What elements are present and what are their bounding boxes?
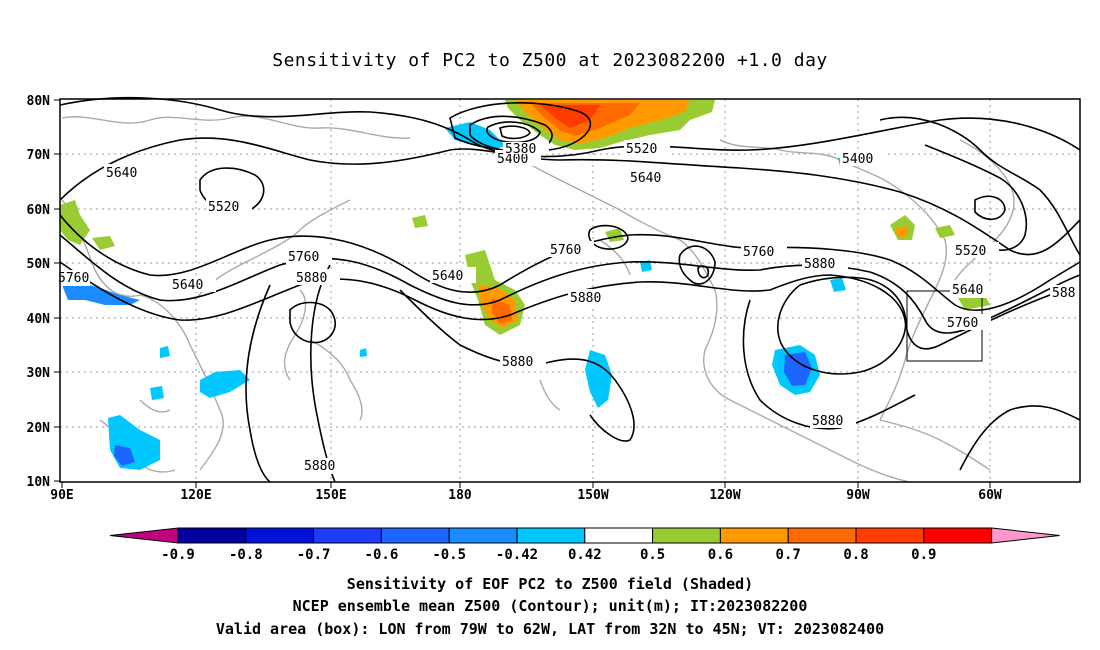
colorbar-segment (380, 527, 450, 544)
sensitivity-shading (60, 100, 990, 470)
lon-label: 120W (709, 488, 740, 503)
axis-ticks (54, 99, 991, 488)
lat-label: 80N (27, 94, 51, 109)
colorbar-label: 0.7 (776, 547, 801, 563)
contour-label: 5520 (955, 244, 986, 259)
colorbar-segment (855, 527, 925, 544)
contour-label: 5520 (208, 200, 239, 215)
lat-label: 70N (27, 148, 51, 163)
lon-label: 120E (180, 488, 211, 503)
contour-label: 5880 (804, 257, 835, 272)
colorbar-label: -0.5 (432, 547, 466, 563)
contour-label: 5400 (497, 152, 528, 167)
contour-label: 5760 (288, 250, 319, 265)
contour-label: 588 (1052, 286, 1075, 301)
colorbar-label: -0.9 (161, 547, 195, 563)
chart-title: Sensitivity of PC2 to Z500 at 2023082200… (272, 50, 828, 71)
contour-label: 5400 (842, 152, 873, 167)
contour-label: 5760 (947, 316, 978, 331)
z500-contours (59, 96, 1081, 483)
lat-label: 40N (27, 312, 51, 327)
colorbar-label: 0.42 (568, 547, 602, 563)
contour-label: 5520 (626, 142, 657, 157)
lon-label: 60W (978, 488, 1002, 503)
lon-labels: 90E 120E 150E 180 150W 120W 90W 60W (50, 488, 1002, 503)
colorbar-segment (719, 527, 789, 544)
colorbar-label: -0.8 (229, 547, 263, 563)
lon-label: 180 (448, 488, 472, 503)
colorbar-segment (109, 527, 179, 544)
contour-label: 5380 (505, 142, 536, 157)
colorbar-segment (787, 527, 857, 544)
colorbar-label: -0.6 (365, 547, 399, 563)
colorbar-label: 0.6 (708, 547, 733, 563)
colorbar-label: -0.7 (297, 547, 331, 563)
caption-valid-area: Valid area (box): LON from 79W to 62W, L… (215, 620, 885, 638)
colorbar-segment (991, 527, 1060, 544)
colorbar-label: 0.9 (911, 547, 936, 563)
contour-label: 5640 (952, 283, 983, 298)
lon-label: 150W (577, 488, 608, 503)
lat-label: 30N (27, 366, 51, 381)
colorbar-segment (652, 527, 721, 544)
contour-label: 5640 (172, 278, 203, 293)
caption-contour: NCEP ensemble mean Z500 (Contour); unit(… (292, 597, 808, 615)
colorbar-label: 0.5 (640, 547, 665, 563)
contour-label: 5640 (432, 269, 463, 284)
colorbar-segment (923, 527, 993, 544)
lat-label: 50N (27, 257, 51, 272)
lat-label: 10N (27, 475, 51, 490)
contour-label: 5880 (812, 414, 843, 429)
caption-shaded: Sensitivity of EOF PC2 to Z500 field (Sh… (346, 575, 754, 593)
colorbar (109, 527, 1060, 544)
colorbar-labels: -0.9 -0.8 -0.7 -0.6 -0.5 -0.42 0.42 0.5 0.6 0.7 0.… (161, 547, 936, 563)
colorbar-segment (516, 527, 586, 544)
contour-label: 5760 (58, 271, 89, 286)
contour-label: 5880 (502, 355, 533, 370)
lon-label: 90W (846, 488, 870, 503)
colorbar-segment (245, 527, 315, 544)
colorbar-segment (584, 527, 654, 544)
contour-label: 5880 (296, 271, 327, 286)
lon-label: 90E (50, 488, 73, 503)
colorbar-segment (448, 527, 518, 544)
colorbar-segment (177, 527, 247, 544)
lon-label: 150E (315, 488, 346, 503)
contour-labels: 5640 5520 5400 5380 5520 5640 5400 5760 … (58, 140, 1080, 474)
colorbar-label: 0.8 (843, 547, 868, 563)
lat-label: 20N (27, 421, 51, 436)
colorbar-label: -0.42 (496, 547, 538, 563)
contour-label: 5880 (570, 291, 601, 306)
lat-label: 60N (27, 203, 51, 218)
contour-label: 5880 (304, 459, 335, 474)
contour-label: 5640 (630, 171, 661, 186)
map-frame (59, 98, 1081, 483)
contour-label: 5640 (106, 166, 137, 181)
contour-label: 5760 (743, 245, 774, 260)
colorbar-segment (313, 527, 382, 544)
lat-labels: 10N 20N 30N 40N 50N 60N 70N 80N (27, 94, 51, 490)
contour-label: 5760 (550, 243, 581, 258)
